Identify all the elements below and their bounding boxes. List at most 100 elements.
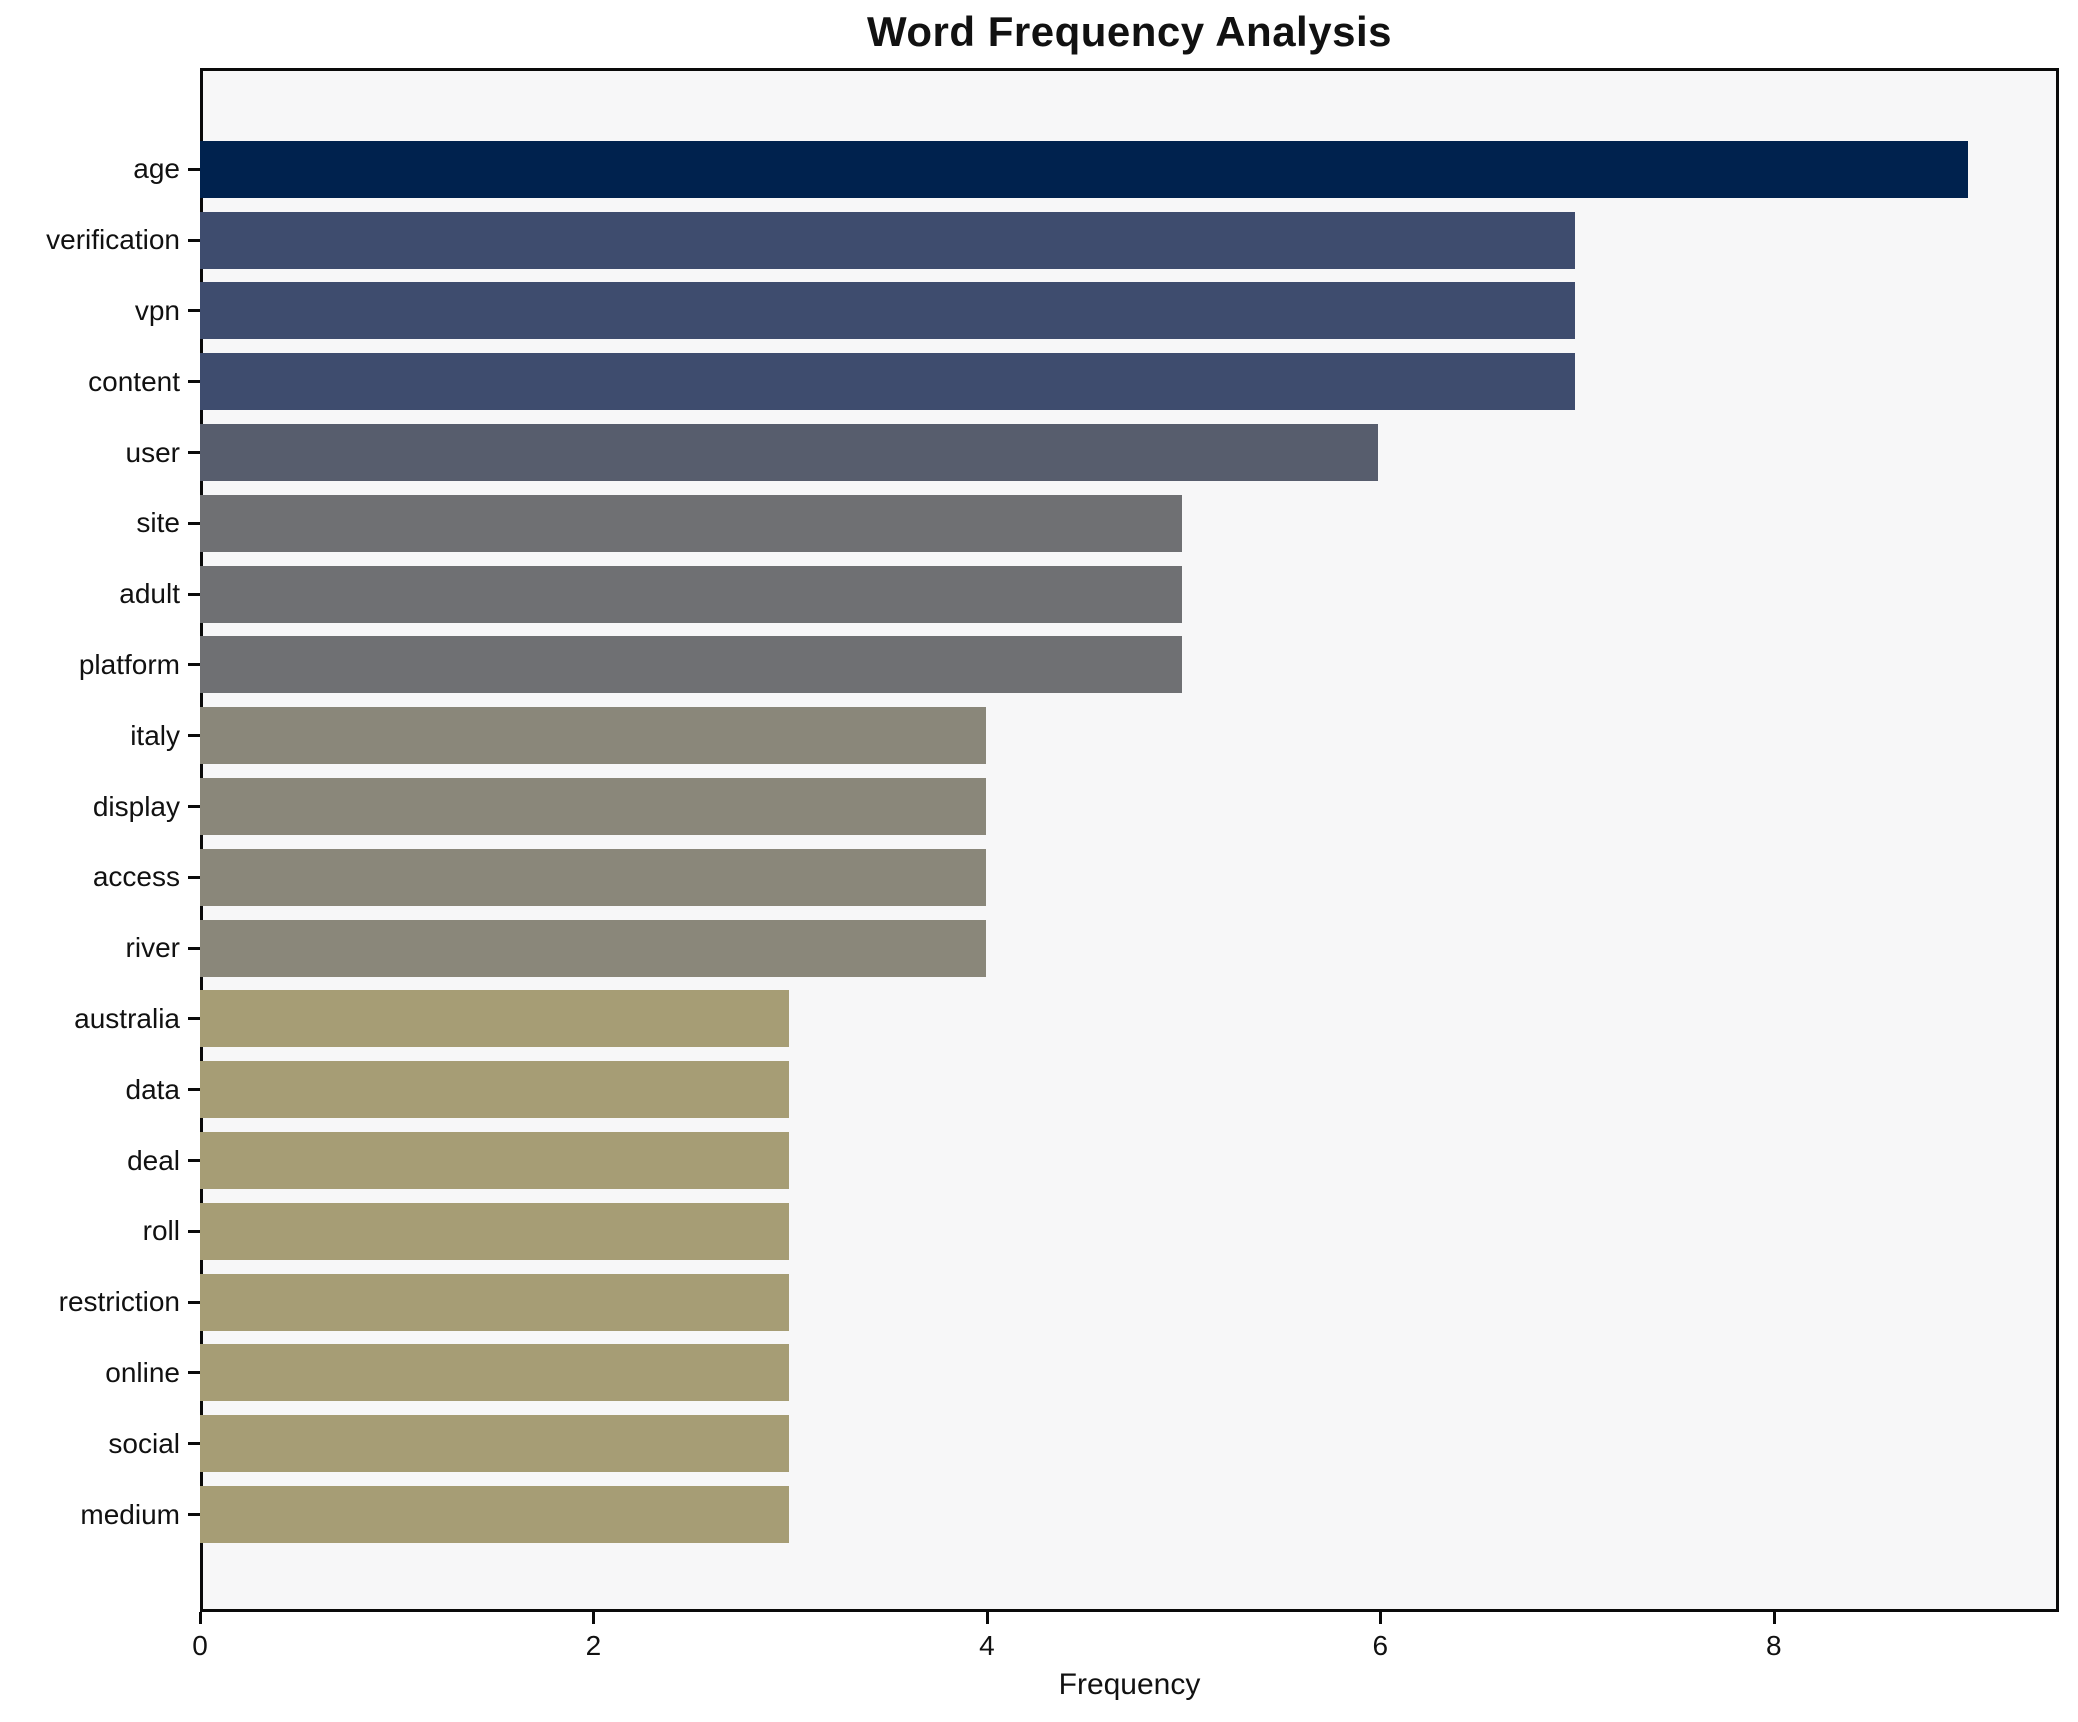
bar-track <box>200 134 2056 205</box>
bar-track <box>200 1267 2056 1338</box>
y-tick-label: user <box>125 436 180 468</box>
y-tick-mark <box>188 451 200 455</box>
bar <box>200 848 986 906</box>
y-tick-label: data <box>125 1073 181 1105</box>
y-tick-label: verification <box>46 224 180 256</box>
bar-track <box>200 1408 2056 1479</box>
y-tick-mark <box>188 1229 200 1233</box>
bar-track <box>200 984 2056 1055</box>
y-tick-mark <box>188 734 200 738</box>
bar-track <box>200 417 2056 488</box>
y-tick-label: river <box>125 932 180 964</box>
bar-row: site <box>0 488 2078 559</box>
bar-track <box>200 771 2056 842</box>
y-tick-mark <box>188 1300 200 1304</box>
chart-title: Word Frequency Analysis <box>867 8 1392 55</box>
x-tick-label: 8 <box>1765 1630 1782 1661</box>
bar-track <box>200 842 2056 913</box>
bar-row: italy <box>0 700 2078 771</box>
bar-row: australia <box>0 984 2078 1055</box>
x-tick-mark <box>985 1612 989 1624</box>
y-tick-mark <box>188 1159 200 1163</box>
x-tick-mark <box>1772 1612 1776 1624</box>
bar <box>200 494 1182 552</box>
bar <box>200 919 986 977</box>
y-tick-label: adult <box>119 578 180 610</box>
y-tick-label: deal <box>127 1144 180 1176</box>
y-tick-label: italy <box>130 719 180 751</box>
bar-row: age <box>0 134 2078 205</box>
y-tick-label: platform <box>78 648 180 680</box>
bar-row: river <box>0 913 2078 984</box>
y-tick-label: restriction <box>58 1286 180 1318</box>
bar <box>200 1202 790 1260</box>
bar-row: social <box>0 1408 2078 1479</box>
bar-track <box>200 1054 2056 1125</box>
bar <box>200 636 1182 694</box>
bar-row: display <box>0 771 2078 842</box>
y-tick-mark <box>188 592 200 596</box>
y-tick-label: display <box>92 790 180 822</box>
x-tick-mark <box>592 1612 596 1624</box>
y-tick-mark <box>188 309 200 313</box>
y-tick-mark <box>188 1513 200 1517</box>
y-tick-mark <box>188 167 200 171</box>
y-tick-label: site <box>136 507 180 539</box>
y-tick-mark <box>188 875 200 879</box>
bar <box>200 990 790 1048</box>
x-tick-mark <box>1379 1612 1383 1624</box>
bar <box>200 1415 790 1473</box>
y-tick-label: australia <box>74 1002 180 1034</box>
y-tick-label: vpn <box>134 294 180 326</box>
bar-track <box>200 700 2056 771</box>
y-tick-label: roll <box>142 1215 180 1247</box>
y-tick-label: age <box>133 153 180 185</box>
bar-row: user <box>0 417 2078 488</box>
y-tick-label: medium <box>80 1498 180 1530</box>
bar-row: restriction <box>0 1267 2078 1338</box>
bar <box>200 1344 790 1402</box>
bar <box>200 565 1182 623</box>
bar-track <box>200 1479 2056 1550</box>
bar-track <box>200 205 2056 276</box>
x-tick-label: 2 <box>585 1630 602 1661</box>
bar <box>200 707 986 765</box>
bar <box>200 211 1575 269</box>
bar <box>200 778 986 836</box>
bar-row: data <box>0 1054 2078 1125</box>
bar-row: vpn <box>0 276 2078 347</box>
y-tick-mark <box>188 1017 200 1021</box>
bar <box>200 353 1575 411</box>
bar-track <box>200 559 2056 630</box>
y-tick-mark <box>188 805 200 809</box>
x-tick-label: 6 <box>1372 1630 1389 1661</box>
y-tick-mark <box>188 521 200 525</box>
bar-track <box>200 346 2056 417</box>
bar-track <box>200 276 2056 347</box>
bar-track <box>200 1338 2056 1409</box>
y-tick-label: content <box>88 365 180 397</box>
bar <box>200 1486 790 1544</box>
y-tick-mark <box>188 238 200 242</box>
y-tick-mark <box>188 1371 200 1375</box>
y-tick-label: social <box>108 1427 180 1459</box>
bar <box>200 282 1575 340</box>
y-tick-mark <box>188 946 200 950</box>
y-tick-label: access <box>92 861 180 893</box>
bar-row: access <box>0 842 2078 913</box>
bar-rows: age verification vpn content user site adult pl… <box>0 134 2078 1550</box>
bar <box>200 1132 790 1190</box>
bar-track <box>200 630 2056 701</box>
bar-track <box>200 1125 2056 1196</box>
bar <box>200 140 1968 198</box>
bar-row: online <box>0 1338 2078 1409</box>
bar-row: verification <box>0 205 2078 276</box>
bar-track <box>200 488 2056 559</box>
bar-track <box>200 1196 2056 1267</box>
bar-row: adult <box>0 559 2078 630</box>
y-tick-mark <box>188 380 200 384</box>
y-tick-mark <box>188 1088 200 1092</box>
y-tick-mark <box>188 663 200 667</box>
bar-row: content <box>0 346 2078 417</box>
